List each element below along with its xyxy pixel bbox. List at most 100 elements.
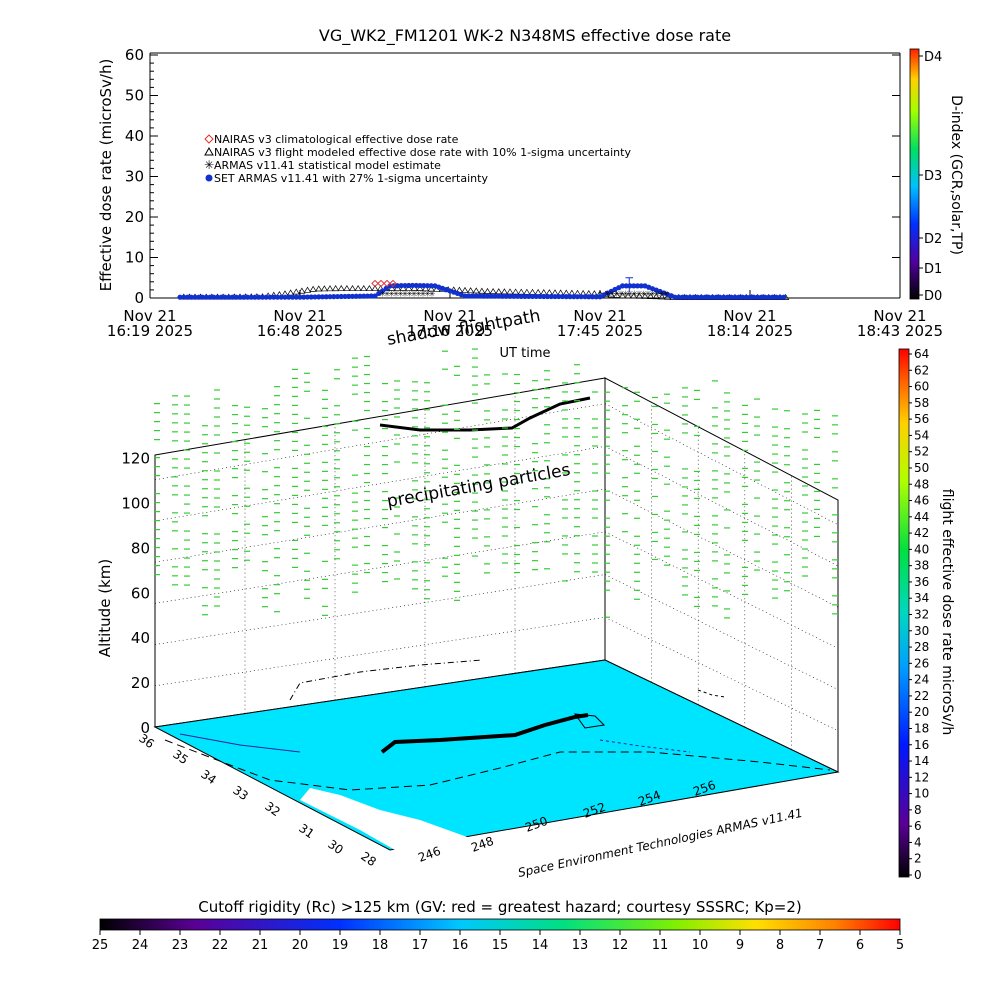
dot-marker bbox=[477, 293, 483, 299]
dot-marker bbox=[481, 293, 487, 299]
dot-marker bbox=[758, 294, 764, 300]
legend: NAIRAS v3 climatological effective dose … bbox=[204, 133, 631, 185]
dose-tick-label: 48 bbox=[914, 477, 929, 491]
lat-tick-label: 36 bbox=[136, 731, 157, 751]
dose-tick-label: 10 bbox=[914, 787, 929, 801]
dot-marker bbox=[274, 294, 281, 300]
dot-marker bbox=[634, 283, 641, 289]
dose-tick-label: 8 bbox=[914, 803, 922, 817]
triangle-marker bbox=[343, 285, 351, 292]
dose-tick-label: 62 bbox=[914, 363, 929, 377]
altitude-label: Altitude (km) bbox=[96, 559, 114, 657]
rigidity-tick-label: 14 bbox=[532, 938, 549, 953]
dose-tick-label: 30 bbox=[914, 624, 929, 638]
triangle-marker bbox=[472, 287, 480, 294]
dot-marker bbox=[398, 283, 404, 289]
dot-marker bbox=[226, 294, 232, 300]
dot-marker bbox=[334, 293, 341, 300]
dot-marker bbox=[417, 282, 423, 289]
dot-marker bbox=[574, 294, 581, 300]
dot-marker bbox=[548, 293, 554, 300]
star-marker: ✳ bbox=[636, 290, 643, 299]
lon-tick-label: 246 bbox=[416, 844, 442, 865]
altitude-tick-label: 120 bbox=[121, 450, 150, 468]
triangle-marker bbox=[326, 285, 334, 292]
dose-tick-label: 28 bbox=[914, 640, 929, 654]
altitude-tick-label: 0 bbox=[140, 719, 150, 737]
star-marker: ✳ bbox=[393, 290, 400, 299]
rigidity-tick-label: 5 bbox=[896, 938, 904, 953]
triangle-marker bbox=[309, 285, 317, 292]
dot-marker bbox=[372, 293, 378, 299]
wall-gridline bbox=[154, 403, 606, 481]
dot-marker bbox=[361, 293, 367, 299]
triangle-marker bbox=[613, 291, 621, 298]
dot-marker bbox=[563, 294, 569, 300]
rigidity-tick-label: 22 bbox=[212, 938, 229, 953]
dot-marker bbox=[271, 294, 277, 300]
dot-marker bbox=[522, 293, 528, 299]
y-tick-label: 20 bbox=[125, 208, 144, 226]
dot-marker bbox=[492, 293, 498, 299]
star-marker: ✳ bbox=[622, 290, 629, 299]
dot-marker bbox=[301, 294, 307, 300]
dot-marker bbox=[338, 293, 344, 300]
shadow-path bbox=[289, 659, 483, 701]
dot-marker bbox=[627, 283, 633, 289]
lat-tick-label: 31 bbox=[296, 821, 317, 841]
x-tick-label-time: 18:43 2025 bbox=[857, 322, 943, 340]
dot-marker bbox=[413, 282, 419, 289]
star-marker: ✳ bbox=[411, 290, 418, 299]
dot-marker bbox=[717, 294, 723, 300]
dot-marker bbox=[526, 293, 532, 300]
lat-tick-label: 30 bbox=[325, 837, 346, 857]
triangle-marker bbox=[534, 288, 542, 295]
dot-marker bbox=[177, 294, 183, 300]
dindex-tick-label: D4 bbox=[924, 50, 942, 65]
star-marker: ✳ bbox=[420, 290, 427, 299]
triangle-marker bbox=[315, 285, 323, 292]
y-tick-label: 10 bbox=[125, 249, 144, 267]
dot-marker bbox=[267, 294, 273, 300]
rigidity-tick-label: 8 bbox=[776, 938, 784, 953]
diamond-marker bbox=[389, 279, 397, 288]
triangle-marker bbox=[652, 293, 660, 300]
rigidity-tick-label: 24 bbox=[132, 938, 149, 953]
dot-marker bbox=[222, 294, 228, 300]
dot-marker bbox=[379, 288, 386, 294]
dot-marker bbox=[293, 294, 299, 300]
dot-marker bbox=[278, 294, 284, 300]
dose-tick-label: 12 bbox=[914, 770, 929, 784]
star-marker: ✳ bbox=[415, 290, 422, 299]
dot-marker bbox=[619, 283, 626, 289]
dot-marker bbox=[421, 283, 427, 289]
triangle-marker bbox=[365, 285, 373, 292]
dot-marker bbox=[233, 294, 239, 300]
diamond-marker bbox=[371, 279, 379, 288]
star-marker: ✳ bbox=[618, 290, 625, 299]
triangle-marker bbox=[320, 285, 328, 292]
rigidity-tick-label: 13 bbox=[572, 938, 589, 953]
rigidity-tick-label: 10 bbox=[692, 938, 709, 953]
lat-tick-label: 32 bbox=[262, 799, 283, 819]
triangle-marker bbox=[489, 287, 497, 294]
chart-title: VG_WK2_FM1201 WK-2 N348MS effective dose… bbox=[319, 26, 731, 46]
3d-box bbox=[154, 377, 839, 773]
dot-marker bbox=[754, 294, 761, 300]
dot-marker bbox=[297, 294, 303, 300]
rigidity-tick-label: 12 bbox=[612, 938, 629, 953]
dot-marker bbox=[777, 294, 783, 300]
rigidity-tick-label: 9 bbox=[736, 938, 744, 953]
rigidity-tick-label: 6 bbox=[856, 938, 864, 953]
altitude-ticks: 0 20 40 60 80 100 120 bbox=[121, 450, 150, 737]
dose-tick-label: 40 bbox=[914, 542, 929, 556]
dot-marker bbox=[541, 293, 547, 300]
star-marker: ✳ bbox=[388, 290, 395, 299]
dindex-tick-label: D1 bbox=[924, 262, 942, 277]
dot-marker bbox=[229, 294, 236, 300]
dot-marker bbox=[638, 283, 644, 289]
y-tick-label: 60 bbox=[125, 46, 144, 64]
triangle-marker bbox=[528, 288, 537, 295]
dot-marker bbox=[181, 294, 187, 300]
